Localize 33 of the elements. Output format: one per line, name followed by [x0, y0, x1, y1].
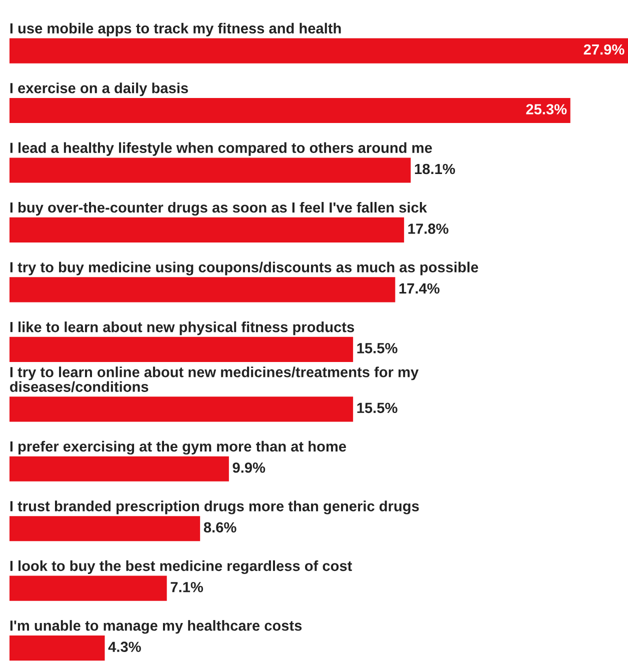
y-tick-label: I like to learn about new physical fitness products — [10, 321, 354, 336]
data-label: 25.3% — [526, 104, 567, 114]
y-tick-label: I buy over-the-counter drugs as soon as I feel I've fallen sick — [10, 202, 428, 216]
y-tick-label: I look to buy the best medicine regardless of cost — [10, 560, 352, 574]
bar — [9, 38, 628, 64]
bar — [9, 516, 200, 542]
y-tick-label: I'm unable to manage my healthcare costs — [10, 620, 302, 634]
bar — [9, 158, 411, 183]
data-label: 27.9% — [584, 44, 624, 55]
data-label: 4.3% — [108, 642, 141, 652]
y-tick-label: I lead a healthy lifestyle when compared to others around me — [10, 142, 432, 156]
bar — [9, 576, 167, 601]
data-label: 8.6% — [204, 522, 236, 533]
bar — [9, 217, 404, 243]
data-label: 15.5% — [357, 402, 398, 414]
data-label: 9.9% — [232, 462, 266, 473]
bar — [9, 636, 105, 661]
data-label: 17.8% — [408, 224, 448, 234]
bar — [9, 98, 570, 124]
y-tick-label: I use mobile apps to track my fitness and health — [10, 22, 341, 36]
bar — [9, 336, 354, 362]
data-label: 18.1% — [414, 164, 456, 174]
bar — [9, 396, 354, 422]
y-tick-label: I exercise on a daily basis — [10, 82, 188, 96]
y-tick-label: I try to learn online about new medicines/treatments for my diseases/conditions — [10, 366, 419, 392]
y-tick-label: I prefer exercising at the gym more than at home — [10, 440, 346, 455]
y-tick-label: I trust branded prescription drugs more than generic drugs — [10, 500, 419, 514]
bar — [9, 277, 396, 302]
y-tick-label: I try to buy medicine using coupons/discounts as much as possible — [10, 262, 478, 276]
data-label: 7.1% — [170, 582, 204, 592]
bar — [9, 456, 229, 482]
data-label: 15.5% — [357, 343, 398, 354]
data-label: 17.4% — [399, 283, 440, 294]
